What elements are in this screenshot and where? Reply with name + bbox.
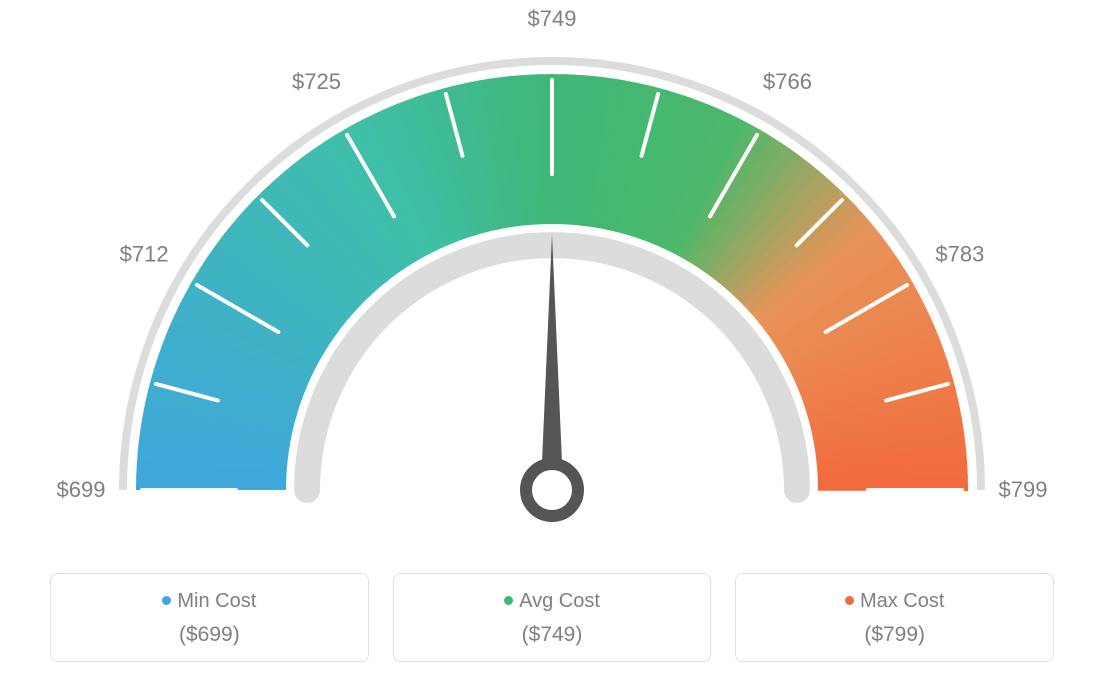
legend-min: Min Cost ($699) <box>50 573 369 662</box>
svg-text:$725: $725 <box>292 69 341 94</box>
legend-max-dot <box>845 596 854 605</box>
legend-max-value: ($799) <box>756 623 1033 647</box>
legend-avg-dot <box>504 596 513 605</box>
legend-min-dot <box>162 596 171 605</box>
gauge-chart: $699 $712 $725 $749 $766 $783 $799 <box>0 0 1104 560</box>
svg-text:$766: $766 <box>763 69 812 94</box>
gauge-container: $699 $712 $725 $749 $766 $783 $799 <box>0 0 1104 560</box>
legend-max: Max Cost ($799) <box>735 573 1054 662</box>
legend-max-title: Max Cost <box>756 590 1033 613</box>
legend-min-title: Min Cost <box>71 590 348 613</box>
legend-avg-label: Avg Cost <box>519 590 600 612</box>
svg-text:$749: $749 <box>528 6 577 31</box>
legend-min-value: ($699) <box>71 623 348 647</box>
svg-text:$783: $783 <box>935 242 984 267</box>
legend-max-label: Max Cost <box>860 590 944 612</box>
legend-row: Min Cost ($699) Avg Cost ($749) Max Cost… <box>0 573 1104 662</box>
legend-avg-title: Avg Cost <box>414 590 691 613</box>
svg-text:$712: $712 <box>120 242 169 267</box>
legend-min-label: Min Cost <box>177 590 256 612</box>
legend-avg: Avg Cost ($749) <box>393 573 712 662</box>
svg-text:$799: $799 <box>999 477 1048 502</box>
svg-text:$699: $699 <box>57 477 106 502</box>
legend-avg-value: ($749) <box>414 623 691 647</box>
